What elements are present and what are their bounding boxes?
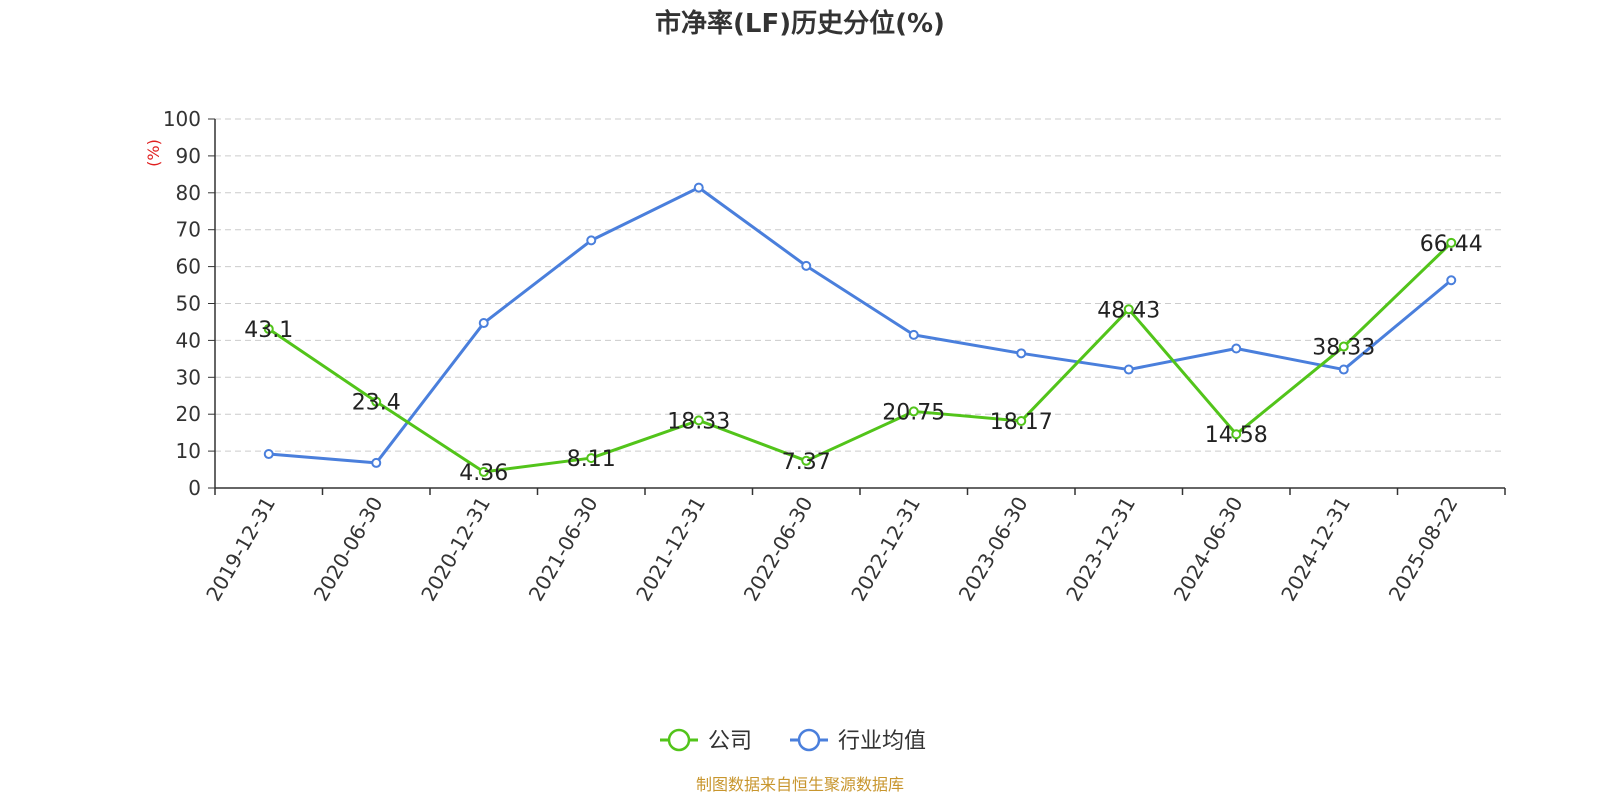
data-label: 20.75 (882, 400, 945, 425)
legend-marker-icon (797, 728, 821, 752)
source-note: 制图数据来自恒生聚源数据库 (696, 775, 904, 794)
axes (208, 118, 1506, 495)
y-tick-label: 80 (176, 181, 201, 205)
y-tick-label: 90 (176, 144, 201, 168)
data-point (478, 318, 489, 329)
y-tick-label: 0 (188, 476, 201, 500)
data-point (263, 323, 274, 334)
data-point (478, 466, 489, 477)
legend: 公司 行业均值 (660, 728, 926, 754)
data-point (1231, 343, 1242, 354)
data-point (908, 406, 919, 417)
y-tick-label: 40 (176, 328, 201, 352)
y-tick-label: 100 (163, 107, 201, 131)
data-point (1338, 341, 1349, 352)
data-label: 18.33 (667, 409, 730, 434)
series-line (268, 186, 1453, 465)
data-point (1231, 429, 1242, 440)
data-point (586, 235, 597, 246)
data-point (1123, 304, 1134, 315)
data-point (801, 455, 812, 466)
x-tick-label: 2020-06-30 (309, 493, 388, 606)
x-tick-label: 2023-12-31 (1061, 493, 1140, 606)
y-tick-labels: 0 10 20 30 40 50 60 70 80 90 100 (163, 107, 201, 500)
legend-label: 公司 (708, 729, 752, 754)
data-point (1123, 364, 1134, 375)
data-labels: 43.1 23.4 4.36 8.11 18.33 7.37 20.75 18.17 48.43… (244, 232, 1482, 486)
x-tick-label: 2019-12-31 (201, 493, 280, 606)
y-tick-label: 30 (176, 365, 201, 389)
grid-lines (215, 118, 1505, 452)
data-label: 38.33 (1312, 336, 1375, 361)
data-point (1338, 364, 1349, 375)
data-label: 8.11 (567, 447, 616, 472)
y-tick-label: 60 (176, 255, 201, 279)
data-point (371, 457, 382, 468)
x-tick-label: 2020-12-31 (416, 493, 495, 606)
x-tick-label: 2022-06-30 (739, 493, 818, 606)
y-tick-label: 20 (176, 402, 201, 426)
data-label: 14.58 (1205, 423, 1268, 448)
data-point (586, 453, 597, 464)
y-axis-unit-label: (%) (144, 139, 163, 167)
y-tick-label: 10 (176, 439, 201, 463)
data-label: 18.17 (990, 410, 1053, 435)
y-tick-label: 50 (176, 292, 201, 316)
y-tick-label: 70 (176, 218, 201, 242)
series-line (267, 241, 1453, 474)
data-point (263, 449, 274, 460)
data-label: 48.43 (1097, 298, 1160, 323)
data-point (1016, 348, 1027, 359)
data-point (1446, 237, 1457, 248)
x-tick-label: 2025-08-22 (1384, 493, 1463, 606)
x-tick-label: 2024-12-31 (1276, 493, 1355, 606)
data-point (1016, 415, 1027, 426)
data-label: 4.36 (459, 461, 508, 486)
legend-item[interactable]: 公司 (660, 728, 752, 754)
x-tick-label: 2023-06-30 (954, 493, 1033, 606)
data-label: 66.44 (1420, 232, 1483, 257)
legend-item[interactable]: 行业均值 (790, 728, 926, 754)
x-tick-label: 2021-06-30 (524, 493, 603, 606)
chart-title: 市净率(LF)历史分位(%) (655, 8, 945, 39)
x-tick-label: 2021-12-31 (631, 493, 710, 606)
data-point (371, 396, 382, 407)
x-tick-label: 2024-06-30 (1169, 493, 1248, 606)
legend-label: 行业均值 (838, 729, 926, 754)
data-label: 7.37 (782, 450, 831, 475)
legend-marker-icon (667, 728, 691, 752)
data-point (1446, 275, 1457, 286)
x-tick-labels: 2019-12-31 2020-06-30 2020-12-31 2021-06-30… (201, 493, 1462, 606)
data-point (908, 329, 919, 340)
series-group (263, 182, 1457, 477)
x-tick-label: 2022-12-31 (846, 493, 925, 606)
data-point (693, 182, 704, 193)
data-label: 23.4 (352, 391, 401, 416)
data-label: 43.1 (244, 318, 293, 343)
data-point (801, 260, 812, 271)
data-point (693, 415, 704, 426)
